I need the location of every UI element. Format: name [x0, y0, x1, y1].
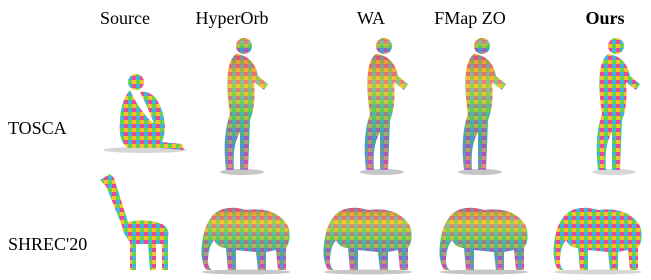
row-shrec-shapes: [100, 174, 642, 275]
row-label: TOSCA: [8, 118, 67, 138]
shape: [100, 174, 168, 270]
column-header: FMap ZO: [434, 8, 506, 28]
page: {"header": {"columns": ["Source", "Hyper…: [0, 0, 651, 275]
row-tosca-shapes: [103, 38, 640, 175]
column-header: WA: [357, 8, 385, 28]
shape-overlay: [220, 38, 268, 175]
column-header: Source: [100, 8, 150, 28]
shape: [554, 208, 643, 275]
shape: [103, 74, 187, 153]
shape-overlay: [324, 208, 413, 275]
row-label: SHREC'20: [8, 234, 87, 254]
shape-overlay: [440, 208, 529, 275]
shape-overlay: [458, 38, 506, 175]
figure: Source HyperOrb WA FMap ZO Ours TOSCA SH…: [0, 0, 651, 275]
shape-overlay: [360, 38, 408, 175]
column-header: HyperOrb: [196, 8, 269, 28]
shape: [592, 38, 640, 175]
column-header: Ours: [585, 8, 624, 28]
shape-overlay: [202, 208, 291, 275]
column-headers: Source HyperOrb WA FMap ZO Ours: [100, 8, 625, 28]
